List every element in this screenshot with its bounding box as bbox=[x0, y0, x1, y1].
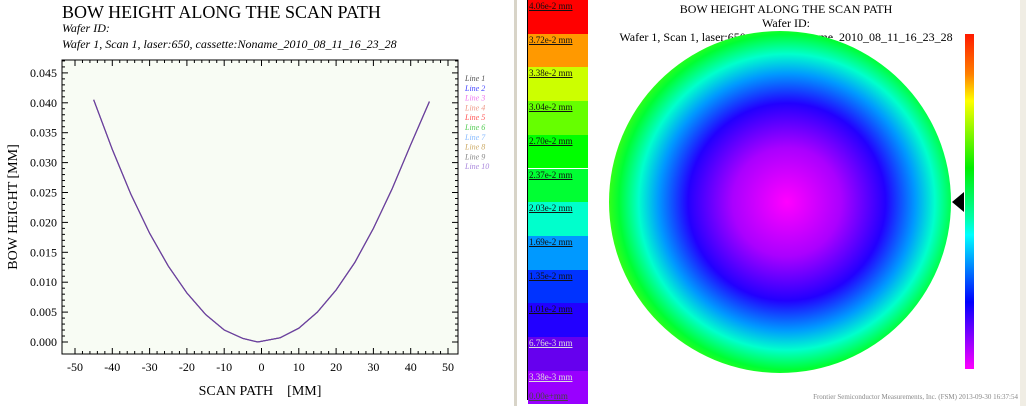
legend-entry: Line 2 bbox=[464, 84, 485, 93]
legend-band-label: 3.38e-2 mm bbox=[529, 68, 573, 79]
x-tick-label: 10 bbox=[293, 360, 305, 374]
x-tick-label: -20 bbox=[179, 360, 195, 374]
legend-entry: Line 8 bbox=[464, 143, 485, 152]
wafer-map[interactable] bbox=[609, 31, 951, 373]
legend-band-label: 2.03e-2 mm bbox=[529, 203, 573, 214]
x-tick-label: 0 bbox=[259, 360, 265, 374]
legend-band-label: 1.69e-2 mm bbox=[529, 236, 573, 247]
y-tick-label: 0.030 bbox=[30, 156, 57, 170]
legend-entry: Line 1 bbox=[464, 74, 485, 83]
x-tick-label: 20 bbox=[330, 360, 342, 374]
y-tick-label: 0.045 bbox=[30, 66, 57, 80]
y-tick-label: 0.010 bbox=[30, 275, 57, 289]
series-line bbox=[93, 99, 430, 343]
legend-band-label: 2.37e-2 mm bbox=[529, 169, 573, 180]
wafer-map-id-label: Wafer ID: bbox=[761, 16, 810, 30]
plot-area bbox=[61, 59, 459, 355]
legend-band-label: 3.72e-2 mm bbox=[529, 34, 573, 45]
bow-height-chart: -50 -40 -30 -20 -10 0 10 20 30 40 50 0.000 0.005 0.01… bbox=[6, 59, 489, 399]
legend-band bbox=[528, 67, 588, 102]
y-tick-label: 0.020 bbox=[30, 215, 57, 229]
chart-title: BOW HEIGHT ALONG THE SCAN PATH bbox=[62, 2, 381, 22]
legend-band-label: 2.70e-2 mm bbox=[529, 135, 573, 146]
legend-entry: Line 3 bbox=[464, 94, 485, 103]
x-tick-label: -10 bbox=[216, 360, 232, 374]
legend-band-label: 6.76e-3 mm bbox=[529, 338, 573, 348]
colorbar bbox=[965, 34, 974, 369]
legend-band bbox=[528, 202, 588, 236]
legend-entry: Line 6 bbox=[464, 123, 485, 132]
panel-divider[interactable] bbox=[514, 0, 517, 406]
legend-bottom-label: 0.00e+mm bbox=[529, 391, 568, 401]
y-axis-label: BOW HEIGHT [MM] bbox=[6, 144, 21, 269]
color-legend: 4.06e-2 mm 3.72e-2 mm 3.38e-2 mm 3.04e-2 mm… bbox=[527, 0, 588, 405]
legend-band-label: 4.06e-2 mm bbox=[529, 1, 573, 11]
legend-band bbox=[528, 168, 588, 203]
x-tick-label: -50 bbox=[67, 360, 83, 374]
legend-band bbox=[528, 134, 588, 169]
legend-band-label: 1.35e-2 mm bbox=[529, 270, 573, 281]
x-tick-label: 50 bbox=[442, 360, 454, 374]
wafer-info: Wafer 1, Scan 1, laser:650, cassette:Non… bbox=[62, 37, 397, 51]
y-tick-label: 0.015 bbox=[30, 245, 57, 259]
legend-band-label: 3.04e-2 mm bbox=[529, 102, 573, 113]
legend-band-label: 3.38e-3 mm bbox=[529, 371, 573, 382]
y-tick-label: 0.025 bbox=[30, 186, 57, 200]
wafer-id-label: Wafer ID: bbox=[62, 21, 110, 35]
wafer-map-header: BOW HEIGHT ALONG THE SCAN PATH Wafer ID:… bbox=[600, 2, 972, 44]
window-edge bbox=[1020, 0, 1026, 406]
legend-entry: Line 5 bbox=[464, 113, 485, 122]
x-tick-label: -40 bbox=[104, 360, 120, 374]
y-tick-label: 0.040 bbox=[30, 96, 57, 110]
legend-entry: Line 9 bbox=[464, 152, 485, 161]
x-tick-label: 30 bbox=[367, 360, 379, 374]
legend-band bbox=[528, 33, 588, 68]
legend-band bbox=[528, 101, 588, 135]
legend-band bbox=[528, 370, 588, 405]
legend-band bbox=[528, 337, 588, 371]
y-tick-label: 0.035 bbox=[30, 126, 57, 140]
legend-band bbox=[528, 269, 588, 304]
legend-band bbox=[528, 0, 588, 34]
x-tick-label: -30 bbox=[142, 360, 158, 374]
y-tick-label: 0.000 bbox=[30, 335, 57, 349]
legend-band bbox=[528, 235, 588, 270]
legend-entry: Line 10 bbox=[464, 162, 489, 171]
x-axis-label: SCAN PATH [MM] bbox=[199, 384, 322, 399]
footer-credit: Frontier Semiconductor Measurements, Inc… bbox=[813, 393, 1018, 401]
wafer-map-title: BOW HEIGHT ALONG THE SCAN PATH bbox=[679, 2, 893, 16]
legend-band bbox=[528, 303, 588, 337]
legend-entry: Line 4 bbox=[464, 103, 485, 112]
legend-entry: Line 7 bbox=[464, 133, 486, 142]
y-tick-label: 0.005 bbox=[30, 305, 57, 319]
legend-band-label: 1.01e-2 mm bbox=[529, 304, 573, 315]
colorbar-marker-icon[interactable] bbox=[952, 192, 964, 212]
x-tick-label: 40 bbox=[405, 360, 417, 374]
